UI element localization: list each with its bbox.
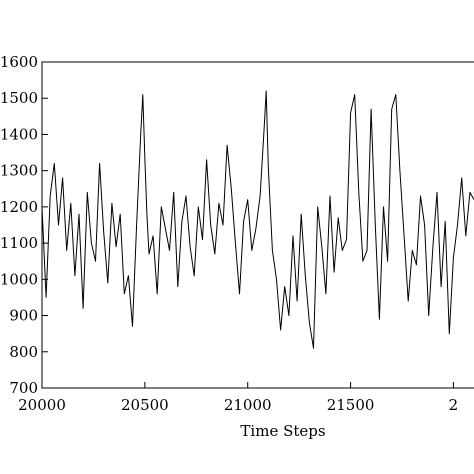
- y-tick-label: 1500: [0, 89, 38, 107]
- y-tick-label: 1400: [0, 125, 38, 143]
- y-tick-label: 1300: [0, 162, 38, 180]
- y-tick-label: 800: [9, 343, 38, 361]
- x-tick-label: 2: [449, 396, 459, 414]
- x-tick-label: 21000: [224, 396, 272, 414]
- series-line: [41, 90, 474, 349]
- y-tick-label: 1100: [0, 234, 38, 252]
- x-tick-label: 21500: [327, 396, 375, 414]
- y-tick-label: 900: [9, 307, 38, 325]
- series-layer: [41, 90, 474, 349]
- x-tick-label: 20500: [121, 396, 169, 414]
- y-tick-label: 700: [9, 379, 38, 397]
- plot-frame: [41, 61, 474, 389]
- tick-labels: 700 800 900 1000 1100 1200 1300 1400 1500 1600 200…: [0, 53, 458, 414]
- y-tick-label: 1000: [0, 270, 38, 288]
- y-tick-label: 1200: [0, 198, 38, 216]
- x-tick-label: 20000: [18, 396, 66, 414]
- x-axis-title: Time Steps: [240, 422, 325, 440]
- y-tick-label: 1600: [0, 53, 38, 71]
